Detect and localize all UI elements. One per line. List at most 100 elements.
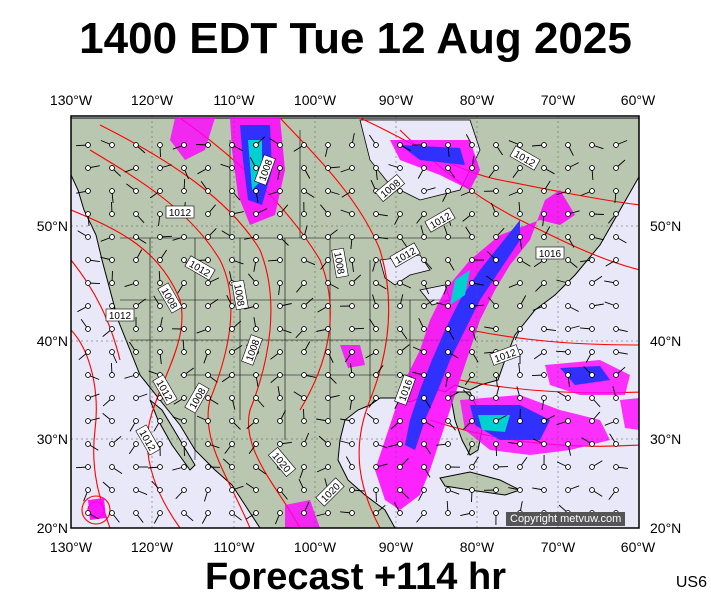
station-circle <box>325 326 331 332</box>
station-circle <box>85 326 91 332</box>
lon-label-bottom: 110°W <box>213 539 255 555</box>
station-circle <box>349 441 355 447</box>
station-circle <box>109 372 115 378</box>
station-circle <box>349 326 355 332</box>
station-circle <box>133 395 139 401</box>
station-circle <box>229 418 235 424</box>
station-circle <box>445 142 451 148</box>
station-circle <box>277 234 283 240</box>
station-circle <box>517 234 523 240</box>
station-circle <box>325 349 331 355</box>
station-circle <box>493 395 499 401</box>
station-circle <box>517 303 523 309</box>
station-circle <box>157 510 163 516</box>
station-circle <box>85 510 91 516</box>
station-circle <box>493 280 499 286</box>
station-circle <box>109 257 115 263</box>
station-circle <box>397 510 403 516</box>
station-circle <box>277 395 283 401</box>
isobars <box>71 117 639 528</box>
station-circle <box>469 188 475 194</box>
station-circle <box>613 418 619 424</box>
station-circle <box>253 257 259 263</box>
station-circle <box>373 211 379 217</box>
lon-label-top: 90°W <box>378 92 414 108</box>
station-circle <box>253 487 259 493</box>
station-circle <box>349 418 355 424</box>
station-circle <box>373 280 379 286</box>
station-circle <box>589 464 595 470</box>
station-circle <box>277 418 283 424</box>
station-circle <box>613 142 619 148</box>
station-circle <box>589 165 595 171</box>
station-circle <box>589 234 595 240</box>
lon-label-top: 120°W <box>130 92 174 108</box>
station-circle <box>373 142 379 148</box>
station-circle <box>469 303 475 309</box>
station-circle <box>613 372 619 378</box>
station-circle <box>469 326 475 332</box>
station-circle <box>229 349 235 355</box>
station-circle <box>349 165 355 171</box>
station-circle <box>421 510 427 516</box>
station-circle <box>253 372 259 378</box>
lat-label-right: 20°N <box>650 520 682 536</box>
station-circle <box>133 372 139 378</box>
station-circle <box>181 464 187 470</box>
station-circle <box>565 234 571 240</box>
station-circle <box>517 280 523 286</box>
station-circle <box>493 257 499 263</box>
svg-text:1016: 1016 <box>539 249 562 260</box>
station-circle <box>397 303 403 309</box>
graticule <box>71 116 639 528</box>
station-circle <box>301 372 307 378</box>
station-circle <box>565 487 571 493</box>
station-circle <box>277 487 283 493</box>
station-circle <box>589 326 595 332</box>
lon-label-top: 60°W <box>620 92 656 108</box>
station-circle <box>133 165 139 171</box>
station-circle <box>157 464 163 470</box>
station-circle <box>157 257 163 263</box>
station-circle <box>157 165 163 171</box>
station-circle <box>205 441 211 447</box>
station-circle <box>541 349 547 355</box>
station-circle <box>517 441 523 447</box>
station-circle <box>469 280 475 286</box>
isobar-label: 1008 <box>231 279 249 311</box>
isobar-label: 1016 <box>535 246 565 260</box>
station-circle <box>541 234 547 240</box>
station-circle <box>493 188 499 194</box>
station-circle <box>85 234 91 240</box>
station-circle <box>613 326 619 332</box>
station-circle <box>517 418 523 424</box>
station-circle <box>181 142 187 148</box>
station-circle <box>397 211 403 217</box>
station-circle <box>109 510 115 516</box>
station-circle <box>325 257 331 263</box>
station-circle <box>493 142 499 148</box>
station-circle <box>541 303 547 309</box>
station-circle <box>229 372 235 378</box>
station-circle <box>445 257 451 263</box>
station-circle <box>589 441 595 447</box>
lon-label-top: 100°W <box>293 92 337 108</box>
station-circle <box>301 326 307 332</box>
station-circle <box>205 303 211 309</box>
station-circle <box>373 464 379 470</box>
station-circle <box>157 418 163 424</box>
station-circle <box>565 303 571 309</box>
station-circle <box>565 326 571 332</box>
station-circle <box>109 303 115 309</box>
lat-label-left: 50°N <box>36 218 68 234</box>
station-circle <box>133 280 139 286</box>
station-circle <box>229 188 235 194</box>
station-circle <box>133 418 139 424</box>
station-circle <box>205 464 211 470</box>
station-circle <box>229 487 235 493</box>
station-circle <box>133 188 139 194</box>
station-circle <box>301 280 307 286</box>
station-circle <box>109 464 115 470</box>
station-circle <box>157 188 163 194</box>
station-circle <box>565 395 571 401</box>
